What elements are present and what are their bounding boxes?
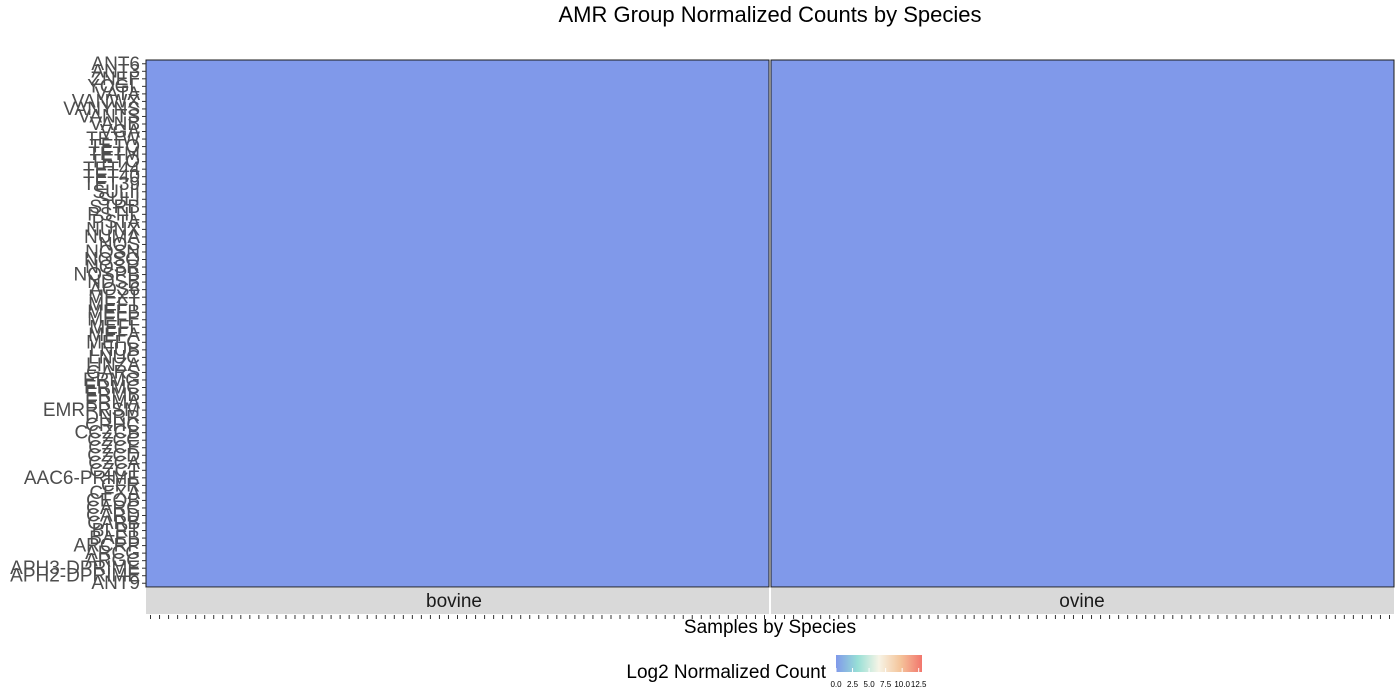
row-label-VANTS: VANTS	[78, 106, 140, 127]
row-label-NQSN: NQSN	[85, 242, 140, 263]
row-label-ARCRP: ARCRP	[73, 536, 140, 557]
row-label-SULI: SULI	[98, 189, 140, 210]
row-label-CRHC: CRHC	[85, 415, 140, 436]
row-label-NQS: NQS	[99, 234, 140, 255]
row-label-CZCC: CZCC	[87, 430, 140, 451]
row-label-VANYNS: VANYNS	[63, 99, 140, 120]
x-axis-ticks	[150, 615, 1390, 619]
row-label-APH3-DPRIME: APH3-DPRIME	[10, 558, 140, 579]
row-label-DNRR: DNRR	[85, 408, 140, 429]
row-label-BLRT: BLRT	[92, 521, 141, 542]
row-label-GARS: GARS	[86, 362, 140, 383]
legend-ticks: 0.0 2.5 5.0 7.5 10.0 12.5	[830, 668, 927, 689]
row-label-STRB: STRB	[89, 197, 140, 218]
panel-border-bovine	[145, 59, 770, 588]
row-label-NQSO: NQSO	[84, 250, 140, 271]
row-label-ZNEF: ZNEF	[90, 69, 140, 90]
row-label-NQSR: NQSR	[85, 257, 140, 278]
row-label-TETW: TETW	[86, 129, 140, 150]
row-label-MEFE: MEFE	[87, 310, 140, 331]
legend-colorbar	[836, 655, 922, 672]
row-label-ERMC: ERMC	[84, 377, 140, 398]
facet-strip-ovine	[771, 588, 1394, 614]
row-label-TETO: TETO	[90, 152, 140, 173]
row-label-CARB: CARB	[87, 513, 140, 534]
row-label-APH2-DPRIME: APH2-DPRIME	[10, 566, 140, 587]
row-label-SULII: SULII	[92, 182, 140, 203]
row-label-CCZCB: CCZCB	[75, 423, 140, 444]
row-label-ERMG: ERMG	[83, 370, 140, 391]
row-label-MEFC: MEFC	[86, 332, 140, 353]
row-label-CFR: CFR	[101, 475, 140, 496]
row-label-MEFB: MEFB	[87, 302, 140, 323]
row-label-MEFL: MEFL	[89, 317, 140, 338]
row-label-VANWX: VANWX	[72, 91, 141, 112]
row-label-ANT6: ANT6	[91, 54, 140, 75]
row-label-ANT3: ANT3	[91, 61, 140, 82]
row-label-TET44: TET44	[83, 159, 140, 180]
row-label-LINZA: LINZA	[86, 355, 140, 376]
legend-tick-0: 0.0	[830, 680, 842, 689]
row-label-NUNX: NUNX	[86, 219, 140, 240]
row-label-AAC6-PRIME: AAC6-PRIME	[24, 468, 140, 489]
row-label-CZCT: CZCT	[89, 460, 140, 481]
row-label-ERMA: ERMA	[85, 393, 140, 414]
facet-panels	[145, 59, 1395, 588]
legend-title: Log2 Normalized Count	[626, 662, 826, 683]
row-label-CARC: CARC	[86, 498, 140, 519]
x-axis-label: Samples by Species	[684, 617, 856, 638]
legend-tick-2: 5.0	[864, 680, 876, 689]
row-label-TETQ: TETQ	[89, 137, 140, 158]
facet-strip-bovine	[146, 588, 769, 614]
row-label-TET40: TET40	[83, 167, 140, 188]
panel-border-ovine	[770, 59, 1395, 588]
row-label-LNUB: LNUB	[89, 340, 140, 361]
row-label-VANB: VANB	[90, 114, 140, 135]
row-label-PSTA: PSTA	[92, 212, 141, 233]
panel-background-bovine	[146, 60, 769, 587]
facet-label-ovine: ovine	[1059, 591, 1104, 612]
row-label-TETM: TETM	[88, 144, 140, 165]
row-label-NDSB: NDSB	[87, 272, 140, 293]
row-label-CEOB: CEOB	[86, 490, 140, 511]
legend-tick-3: 7.5	[880, 680, 892, 689]
row-label-CZCD: CZCD	[87, 445, 140, 466]
chart-title: AMR Group Normalized Counts by Species	[558, 2, 981, 27]
facet-label-bovine: bovine	[426, 591, 482, 612]
row-label-LNUC: LNUC	[88, 347, 140, 368]
row-label-ARCG: ARCG	[85, 543, 140, 564]
row-label-PSTIL: PSTIL	[87, 204, 140, 225]
row-label-CFXA: CFXA	[89, 483, 140, 504]
row-label-CARD: CARD	[86, 505, 140, 526]
row-label-YOGL: YOGL	[87, 76, 140, 97]
legend-tick-5: 12.5	[911, 680, 927, 689]
row-label-EMRPRSM: EMRPRSM	[43, 400, 140, 421]
row-label-BAEB: BAEB	[89, 528, 140, 549]
row-label-CZCE: CZCE	[88, 438, 140, 459]
row-label-CZCA: CZCA	[88, 453, 140, 474]
row-label-NQSPB: NQSPB	[73, 265, 140, 286]
row-label-MFXT: MFXT	[88, 287, 140, 308]
row-label-VATA: VATA	[95, 84, 141, 105]
row-label-TET39: TET39	[83, 174, 140, 195]
row-label-ARGC: ARGC	[85, 551, 140, 572]
row-label-MEFT: MEFT	[88, 295, 140, 316]
row-labels: ANT6ANT3ZNEFYOGLVATAVANWXVANYNSVANTSVANB…	[10, 54, 146, 594]
legend-tick-4: 10.0	[894, 680, 910, 689]
row-label-VGA: VGA	[100, 122, 140, 143]
row-label-ERMB: ERMB	[85, 385, 140, 406]
legend-tick-1: 2.5	[847, 680, 859, 689]
row-label-NUMA: NUMA	[84, 227, 140, 248]
row-label-ANT9: ANT9	[91, 573, 140, 594]
row-label-MEFA: MEFA	[88, 325, 140, 346]
row-label-AOS6: AOS6	[89, 280, 140, 301]
panel-background-ovine	[771, 60, 1394, 587]
